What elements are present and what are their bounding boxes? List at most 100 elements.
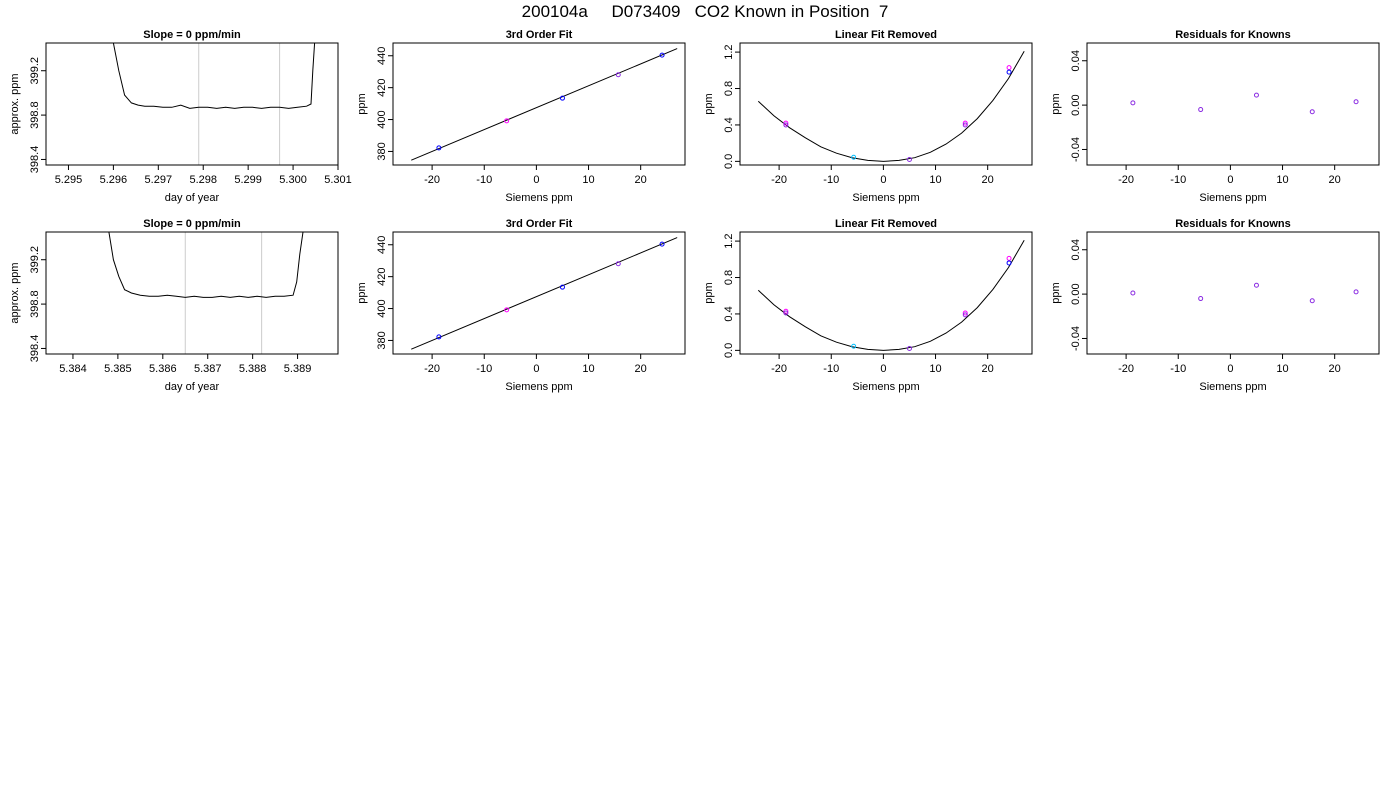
- x-tick-label: 20: [635, 363, 647, 375]
- plot-frame: [45, 231, 339, 355]
- x-tick-label: 20: [1329, 363, 1341, 375]
- panel-6: 3rd Order Fit -20 -10 0 10 20 380 400 420 440 Siem…: [356, 218, 686, 393]
- data-point: [906, 346, 912, 352]
- data-point: [1006, 255, 1012, 261]
- y-tick-label: 0.0: [723, 343, 735, 358]
- panel-4: Residuals for Knowns -20 -10 0 10 20 -0.04 0.00…: [1050, 29, 1380, 204]
- y-tick-label: 0.4: [723, 117, 735, 132]
- x-tick-label: 5.301: [324, 174, 352, 186]
- y-axis-label: approx. ppm: [9, 262, 21, 323]
- data-point: [615, 261, 621, 267]
- panel-title: 3rd Order Fit: [506, 218, 573, 230]
- x-axis-label: day of year: [165, 381, 220, 393]
- y-axis-label: ppm: [1050, 93, 1062, 114]
- data-point: [962, 312, 968, 318]
- y-tick-label: 399.2: [29, 246, 41, 274]
- data-point: [851, 343, 857, 349]
- fit-curve: [757, 239, 1025, 351]
- data-point: [559, 95, 565, 101]
- y-tick-label: 400: [376, 299, 388, 317]
- data-point: [783, 122, 789, 128]
- x-tick-label: 5.298: [189, 174, 217, 186]
- data-point: [783, 308, 789, 314]
- x-tick-label: 0: [533, 363, 539, 375]
- x-tick-label: 20: [982, 363, 994, 375]
- x-tick-label: 5.300: [279, 174, 307, 186]
- data-point: [559, 284, 565, 290]
- panel-3: Linear Fit Removed -20 -10 0 10 20 0.0 0.4 0.8 1.…: [703, 29, 1033, 204]
- data-point: [1006, 69, 1012, 75]
- plot-area: [411, 48, 678, 161]
- x-tick-label: -20: [424, 363, 440, 375]
- y-tick-label: 420: [376, 267, 388, 285]
- panel-title: Slope = 0 ppm/min: [143, 29, 241, 41]
- plot-area: [757, 239, 1025, 352]
- y-tick-label: 0.00: [1070, 283, 1082, 304]
- y-axis-label: ppm: [703, 282, 715, 303]
- plot-frame: [739, 42, 1033, 166]
- series-line: [108, 232, 304, 298]
- x-tick-label: 20: [635, 174, 647, 186]
- y-tick-label: 0.04: [1070, 239, 1082, 260]
- fit-line: [411, 237, 678, 350]
- x-tick-label: 5.297: [145, 174, 173, 186]
- panel-7: Linear Fit Removed -20 -10 0 10 20 0.0 0.4 0.8 1.…: [703, 218, 1033, 393]
- data-point: [1006, 260, 1012, 266]
- x-tick-label: 0: [1227, 363, 1233, 375]
- y-axis-label: ppm: [356, 282, 368, 303]
- data-point: [436, 334, 442, 340]
- x-tick-label: -10: [1170, 174, 1186, 186]
- data-point: [1309, 298, 1315, 304]
- x-tick-label: -10: [1170, 363, 1186, 375]
- x-tick-label: 5.387: [194, 363, 222, 375]
- data-point: [659, 241, 665, 247]
- data-point: [1353, 289, 1359, 295]
- plot-area: [108, 232, 304, 354]
- y-tick-label: 0.4: [723, 306, 735, 321]
- panel-2: 3rd Order Fit -20 -10 0 10 20 380 400 420 440 Siem…: [356, 29, 686, 204]
- data-point: [1198, 107, 1204, 113]
- fit-curve: [757, 50, 1025, 162]
- data-point: [1130, 100, 1136, 106]
- data-point: [962, 120, 968, 126]
- data-point: [615, 72, 621, 78]
- fit-line: [411, 48, 678, 161]
- y-tick-label: 0.8: [723, 81, 735, 96]
- x-tick-label: -20: [771, 174, 787, 186]
- x-tick-label: -10: [823, 363, 839, 375]
- data-point: [1253, 92, 1259, 98]
- y-tick-label: 0.04: [1070, 50, 1082, 71]
- data-point: [1309, 109, 1315, 115]
- series-line: [112, 43, 316, 109]
- panels-container: Slope = 0 ppm/min 5.295 5.296 5.297 5.298 5.2…: [9, 29, 1380, 393]
- panel-title: Residuals for Knowns: [1175, 218, 1291, 230]
- data-point: [1130, 290, 1136, 296]
- y-tick-label: 0.8: [723, 270, 735, 285]
- y-tick-label: 398.4: [29, 335, 41, 363]
- x-axis-label: Siemens ppm: [852, 192, 919, 204]
- y-tick-label: 0.0: [723, 154, 735, 169]
- y-tick-label: 398.8: [29, 290, 41, 318]
- y-tick-label: 398.4: [29, 146, 41, 174]
- x-tick-label: 10: [582, 363, 594, 375]
- x-axis-label: Siemens ppm: [852, 381, 919, 393]
- plot-area: [1130, 282, 1359, 304]
- x-tick-label: 5.388: [239, 363, 267, 375]
- x-tick-label: 5.296: [100, 174, 128, 186]
- y-axis-label: ppm: [703, 93, 715, 114]
- y-tick-label: 400: [376, 110, 388, 128]
- y-tick-label: 398.8: [29, 101, 41, 129]
- plot-frame: [1086, 42, 1380, 166]
- data-point: [436, 145, 442, 151]
- x-tick-label: -20: [771, 363, 787, 375]
- plot-frame: [392, 231, 686, 355]
- y-tick-label: -0.04: [1070, 137, 1082, 162]
- x-tick-label: 5.386: [149, 363, 177, 375]
- x-axis-label: Siemens ppm: [1199, 381, 1266, 393]
- y-tick-label: 380: [376, 142, 388, 160]
- y-tick-label: -0.04: [1070, 326, 1082, 351]
- data-point: [962, 122, 968, 128]
- y-axis-label: ppm: [1050, 282, 1062, 303]
- y-tick-label: 0.00: [1070, 94, 1082, 115]
- x-axis-label: Siemens ppm: [505, 381, 572, 393]
